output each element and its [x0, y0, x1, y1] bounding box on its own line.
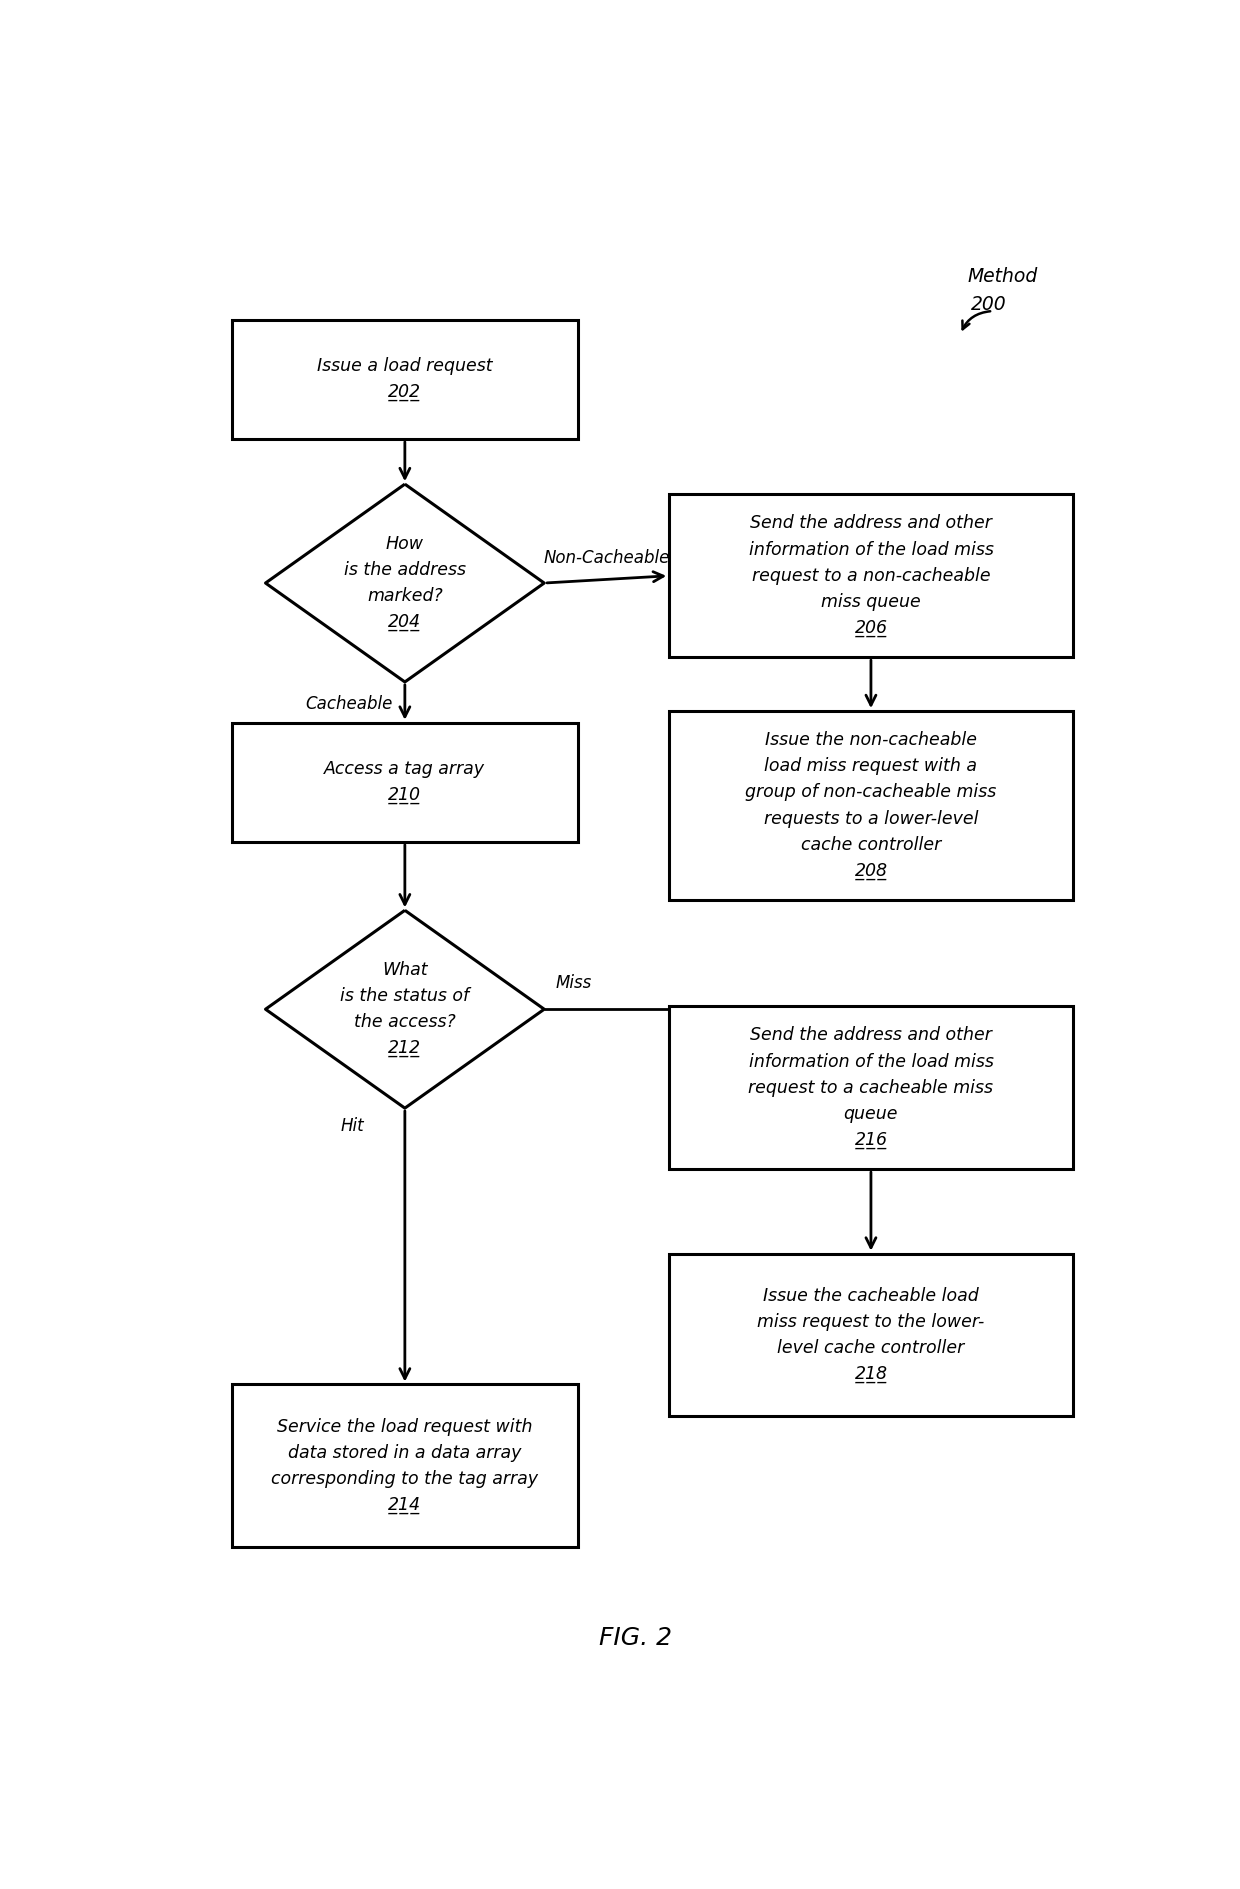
- Text: Miss: Miss: [556, 973, 591, 992]
- Text: information of the load miss: information of the load miss: [749, 1052, 993, 1071]
- FancyBboxPatch shape: [670, 1254, 1073, 1417]
- Text: 2̲1̲6̲: 2̲1̲6̲: [854, 1132, 888, 1149]
- FancyBboxPatch shape: [670, 1007, 1073, 1169]
- Text: data stored in a data array: data stored in a data array: [288, 1443, 522, 1462]
- Text: 2̲0̲4̲: 2̲0̲4̲: [388, 614, 422, 631]
- Text: cache controller: cache controller: [801, 835, 941, 854]
- Text: level cache controller: level cache controller: [777, 1339, 965, 1356]
- Text: 2̲0̲6̲: 2̲0̲6̲: [854, 620, 888, 637]
- FancyBboxPatch shape: [670, 710, 1073, 901]
- FancyBboxPatch shape: [670, 495, 1073, 657]
- Text: 2̲0̲8̲: 2̲0̲8̲: [854, 861, 888, 880]
- Text: is the address: is the address: [343, 561, 466, 578]
- Text: requests to a lower-level: requests to a lower-level: [764, 810, 978, 827]
- Text: 200: 200: [971, 295, 1007, 314]
- Text: group of non-cacheable miss: group of non-cacheable miss: [745, 784, 997, 801]
- FancyBboxPatch shape: [232, 723, 578, 842]
- Text: information of the load miss: information of the load miss: [749, 540, 993, 559]
- Text: 2̲1̲2̲: 2̲1̲2̲: [388, 1039, 422, 1058]
- Text: 2̲1̲0̲: 2̲1̲0̲: [388, 786, 422, 805]
- Text: 2̲0̲2̲: 2̲0̲2̲: [388, 383, 422, 402]
- Text: Non-Cacheable: Non-Cacheable: [543, 550, 670, 567]
- Text: Issue the non-cacheable: Issue the non-cacheable: [765, 731, 977, 750]
- Text: What: What: [382, 962, 428, 979]
- Text: Cacheable: Cacheable: [305, 695, 393, 712]
- Text: Access a tag array: Access a tag array: [325, 759, 485, 778]
- Text: Send the address and other: Send the address and other: [750, 1026, 992, 1045]
- Text: Method: Method: [967, 268, 1038, 287]
- Text: 2̲1̲8̲: 2̲1̲8̲: [854, 1366, 888, 1383]
- Text: is the status of: is the status of: [340, 988, 470, 1005]
- Text: request to a non-cacheable: request to a non-cacheable: [751, 567, 991, 586]
- Text: Service the load request with: Service the load request with: [277, 1417, 533, 1436]
- Text: FIG. 2: FIG. 2: [599, 1626, 672, 1649]
- Text: 2̲1̲4̲: 2̲1̲4̲: [388, 1496, 422, 1515]
- Text: miss queue: miss queue: [821, 593, 921, 610]
- Text: queue: queue: [843, 1105, 898, 1122]
- Text: load miss request with a: load miss request with a: [764, 757, 977, 774]
- FancyBboxPatch shape: [232, 319, 578, 438]
- Text: Hit: Hit: [340, 1116, 363, 1135]
- Text: the access?: the access?: [353, 1013, 456, 1031]
- Text: request to a cacheable miss: request to a cacheable miss: [749, 1079, 993, 1098]
- FancyBboxPatch shape: [232, 1385, 578, 1547]
- Text: marked?: marked?: [367, 587, 443, 604]
- Text: How: How: [386, 535, 424, 553]
- Text: Issue the cacheable load: Issue the cacheable load: [763, 1286, 978, 1305]
- Text: miss request to the lower-: miss request to the lower-: [758, 1313, 985, 1332]
- Text: corresponding to the tag array: corresponding to the tag array: [272, 1470, 538, 1489]
- Text: Send the address and other: Send the address and other: [750, 514, 992, 533]
- Text: Issue a load request: Issue a load request: [317, 357, 492, 376]
